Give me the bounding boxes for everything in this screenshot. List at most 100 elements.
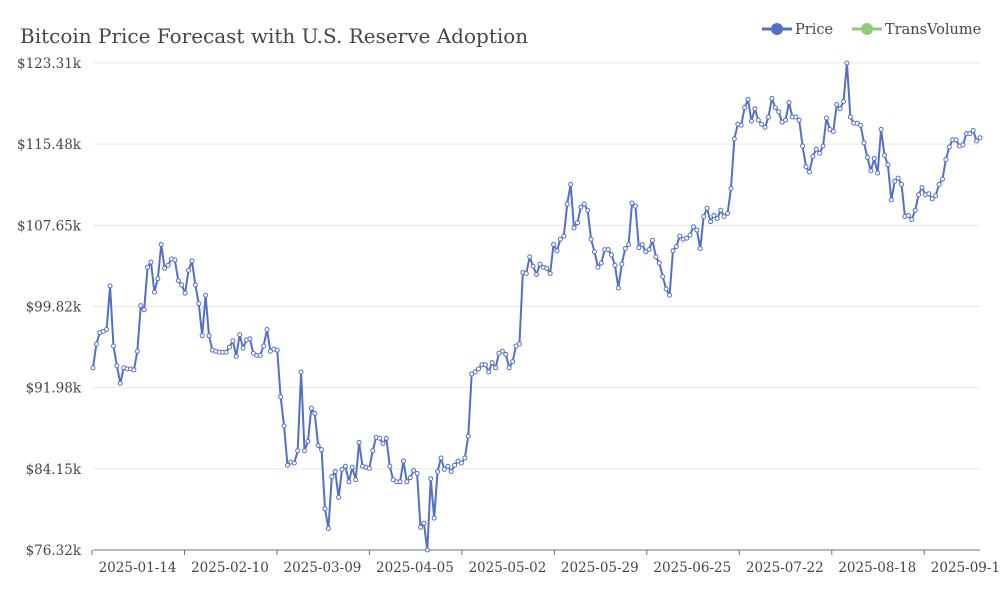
price-point[interactable] bbox=[916, 192, 922, 198]
price-point[interactable] bbox=[827, 126, 833, 132]
price-point[interactable] bbox=[397, 479, 403, 485]
price-point[interactable] bbox=[496, 350, 502, 356]
price-point[interactable] bbox=[974, 138, 980, 144]
price-point[interactable] bbox=[605, 247, 611, 253]
price-point[interactable] bbox=[544, 265, 550, 271]
price-point[interactable] bbox=[349, 464, 355, 470]
price-point[interactable] bbox=[510, 359, 516, 365]
price-point[interactable] bbox=[400, 458, 406, 464]
price-point[interactable] bbox=[448, 468, 454, 474]
price-point[interactable] bbox=[936, 181, 942, 187]
price-point[interactable] bbox=[267, 348, 273, 354]
price-point[interactable] bbox=[302, 448, 308, 454]
price-point[interactable] bbox=[578, 204, 584, 210]
price-point[interactable] bbox=[905, 212, 911, 218]
price-point[interactable] bbox=[390, 477, 396, 483]
price-point[interactable] bbox=[261, 343, 267, 349]
price-point[interactable] bbox=[158, 241, 164, 247]
price-point[interactable] bbox=[418, 524, 424, 530]
price-point[interactable] bbox=[387, 463, 393, 469]
price-point[interactable] bbox=[704, 205, 710, 211]
price-point[interactable] bbox=[370, 448, 376, 454]
price-point[interactable] bbox=[250, 350, 256, 356]
price-point[interactable] bbox=[929, 196, 935, 202]
price-point[interactable] bbox=[967, 131, 973, 137]
price-point[interactable] bbox=[186, 267, 192, 273]
price-point[interactable] bbox=[315, 443, 321, 449]
price-point[interactable] bbox=[568, 181, 574, 187]
price-point[interactable] bbox=[240, 345, 246, 351]
price-point[interactable] bbox=[871, 155, 877, 161]
price-point[interactable] bbox=[199, 333, 205, 339]
price-point[interactable] bbox=[107, 283, 113, 289]
price-point[interactable] bbox=[803, 164, 809, 170]
price-point[interactable] bbox=[847, 114, 853, 120]
price-point[interactable] bbox=[718, 207, 724, 213]
price-point[interactable] bbox=[557, 236, 563, 242]
price-point[interactable] bbox=[656, 260, 662, 266]
price-point[interactable] bbox=[609, 252, 615, 258]
price-point[interactable] bbox=[639, 241, 645, 247]
price-point[interactable] bbox=[748, 118, 754, 124]
price-point[interactable] bbox=[534, 272, 539, 278]
price-point[interactable] bbox=[667, 292, 673, 298]
price-point[interactable] bbox=[684, 235, 690, 241]
price-point[interactable] bbox=[414, 471, 420, 477]
price-point[interactable] bbox=[636, 245, 642, 251]
price-point[interactable] bbox=[284, 462, 290, 468]
price-point[interactable] bbox=[421, 520, 427, 526]
price-point[interactable] bbox=[673, 244, 679, 250]
price-point[interactable] bbox=[864, 154, 870, 160]
price-point[interactable] bbox=[707, 219, 713, 225]
price-point[interactable] bbox=[441, 466, 447, 472]
price-point[interactable] bbox=[810, 153, 816, 159]
price-point[interactable] bbox=[455, 458, 461, 464]
price-point[interactable] bbox=[138, 303, 144, 309]
price-point[interactable] bbox=[854, 120, 860, 126]
price-point[interactable] bbox=[93, 341, 99, 347]
price-point[interactable] bbox=[946, 144, 952, 150]
price-point[interactable] bbox=[943, 156, 949, 162]
price-point[interactable] bbox=[527, 254, 533, 260]
price-point[interactable] bbox=[308, 405, 314, 411]
price-point[interactable] bbox=[554, 248, 560, 254]
price-point[interactable] bbox=[100, 329, 106, 335]
price-point[interactable] bbox=[571, 225, 577, 231]
price-point[interactable] bbox=[356, 439, 362, 445]
price-point[interactable] bbox=[155, 276, 161, 282]
price-point[interactable] bbox=[428, 476, 434, 482]
price-point[interactable] bbox=[278, 394, 284, 400]
price-point[interactable] bbox=[223, 349, 229, 355]
price-point[interactable] bbox=[110, 343, 116, 349]
price-point[interactable] bbox=[598, 260, 604, 266]
price-point[interactable] bbox=[663, 286, 669, 292]
price-point[interactable] bbox=[779, 119, 785, 125]
price-point[interactable] bbox=[721, 213, 727, 219]
price-point[interactable] bbox=[329, 474, 335, 480]
price-point[interactable] bbox=[196, 301, 202, 307]
price-point[interactable] bbox=[336, 494, 342, 500]
price-point[interactable] bbox=[626, 241, 632, 247]
price-point[interactable] bbox=[755, 117, 761, 123]
price-point[interactable] bbox=[776, 109, 782, 115]
price-point[interactable] bbox=[486, 369, 492, 375]
price-point[interactable] bbox=[247, 336, 253, 342]
price-point[interactable] bbox=[237, 332, 243, 338]
price-point[interactable] bbox=[745, 96, 751, 102]
price-point[interactable] bbox=[516, 341, 522, 347]
price-point[interactable] bbox=[564, 201, 570, 207]
price-point[interactable] bbox=[738, 122, 744, 128]
price-point[interactable] bbox=[868, 168, 874, 174]
price-point[interactable] bbox=[281, 423, 287, 429]
price-point[interactable] bbox=[892, 178, 898, 184]
price-point[interactable] bbox=[912, 207, 918, 213]
price-point[interactable] bbox=[90, 365, 96, 371]
price-point[interactable] bbox=[469, 371, 475, 377]
price-point[interactable] bbox=[574, 220, 580, 226]
price-point[interactable] bbox=[472, 369, 478, 375]
price-point[interactable] bbox=[919, 184, 925, 190]
price-point[interactable] bbox=[622, 246, 628, 252]
price-point[interactable] bbox=[711, 212, 717, 218]
price-point[interactable] bbox=[677, 233, 683, 239]
price-point[interactable] bbox=[366, 465, 372, 471]
